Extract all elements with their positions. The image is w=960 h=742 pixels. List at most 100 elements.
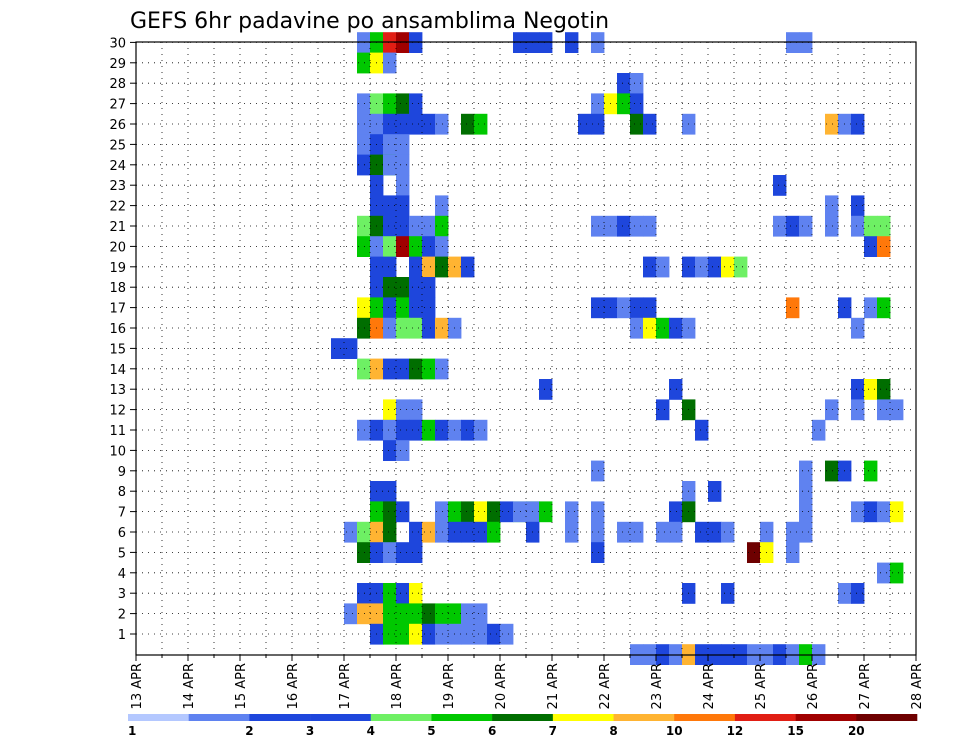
data-cell bbox=[877, 297, 891, 319]
data-cell bbox=[396, 93, 410, 115]
data-cell bbox=[357, 93, 371, 115]
data-cell bbox=[409, 215, 423, 237]
data-cell bbox=[799, 501, 813, 523]
data-cell bbox=[799, 460, 813, 482]
y-axis: 1234567891011121314151617181920212223242… bbox=[109, 36, 136, 643]
colorbar-swatch bbox=[552, 714, 614, 721]
data-cell bbox=[617, 215, 631, 237]
data-cell bbox=[396, 583, 410, 604]
data-cell bbox=[409, 603, 423, 625]
data-cell bbox=[578, 113, 592, 135]
data-cell bbox=[565, 521, 579, 543]
data-cell bbox=[383, 317, 397, 339]
colorbar-swatch bbox=[249, 714, 311, 721]
data-cell bbox=[383, 521, 397, 543]
data-cell bbox=[396, 603, 410, 625]
data-cell bbox=[422, 623, 436, 645]
y-tick-label: 17 bbox=[109, 302, 126, 317]
data-cell bbox=[656, 521, 670, 543]
data-cell bbox=[409, 542, 423, 563]
data-cell bbox=[851, 583, 865, 604]
data-cell bbox=[396, 297, 410, 319]
data-cell bbox=[825, 399, 839, 421]
colorbar-label: 2 bbox=[245, 724, 253, 738]
colorbar-label: 7 bbox=[549, 724, 557, 738]
data-cell bbox=[396, 154, 410, 176]
data-cell bbox=[409, 256, 423, 278]
data-cell bbox=[851, 317, 865, 339]
y-tick-label: 3 bbox=[118, 587, 126, 602]
data-cell bbox=[357, 583, 371, 604]
data-cell bbox=[851, 501, 865, 523]
data-cell bbox=[864, 215, 878, 237]
data-cell bbox=[383, 277, 397, 298]
data-cell bbox=[461, 521, 475, 543]
y-tick-label: 11 bbox=[109, 424, 126, 439]
data-cell bbox=[708, 521, 722, 543]
data-cell bbox=[409, 623, 423, 645]
data-cell bbox=[435, 195, 449, 217]
data-cell bbox=[708, 481, 722, 502]
data-cell bbox=[435, 215, 449, 237]
data-cell bbox=[877, 236, 891, 257]
data-cell bbox=[383, 419, 397, 441]
x-tick-label: 16 APR bbox=[286, 663, 301, 709]
data-cell bbox=[435, 113, 449, 135]
data-cell bbox=[630, 215, 644, 237]
data-cell bbox=[591, 460, 605, 482]
y-tick-label: 10 bbox=[109, 444, 126, 459]
data-cell bbox=[383, 358, 397, 380]
data-cell bbox=[825, 113, 839, 135]
colorbar-swatch bbox=[128, 714, 189, 721]
data-cell bbox=[357, 52, 371, 74]
colorbar-swatch bbox=[188, 714, 250, 721]
x-tick-label: 28 APR bbox=[910, 663, 925, 709]
data-cell bbox=[487, 521, 501, 543]
y-tick-label: 18 bbox=[109, 281, 126, 296]
data-cell bbox=[617, 297, 631, 319]
data-cell bbox=[656, 317, 670, 339]
data-cell bbox=[435, 521, 449, 543]
data-cell bbox=[396, 113, 410, 135]
y-tick-label: 4 bbox=[118, 567, 126, 582]
data-cell bbox=[409, 297, 423, 319]
data-cell bbox=[357, 521, 371, 543]
data-cell bbox=[565, 501, 579, 523]
x-tick-label: 25 APR bbox=[754, 663, 769, 709]
y-tick-label: 29 bbox=[109, 57, 126, 72]
data-cell bbox=[396, 542, 410, 563]
data-cell bbox=[643, 256, 657, 278]
colorbar-label: 20 bbox=[848, 724, 865, 738]
data-cell bbox=[383, 297, 397, 319]
data-cell bbox=[422, 297, 436, 319]
data-cell bbox=[877, 501, 891, 523]
data-cell bbox=[357, 358, 371, 380]
data-cell bbox=[851, 215, 865, 237]
data-cell bbox=[396, 399, 410, 421]
data-cell bbox=[474, 113, 488, 135]
data-cell bbox=[357, 317, 371, 339]
data-cell bbox=[422, 256, 436, 278]
data-cell bbox=[695, 419, 709, 441]
colorbar-swatch bbox=[613, 714, 675, 721]
y-tick-label: 9 bbox=[118, 465, 126, 480]
data-cell bbox=[669, 521, 683, 543]
x-tick-label: 27 APR bbox=[858, 663, 873, 709]
y-tick-label: 19 bbox=[109, 261, 126, 276]
data-cell bbox=[383, 52, 397, 74]
colorbar-label: 15 bbox=[787, 724, 804, 738]
data-cell bbox=[435, 358, 449, 380]
colorbar-swatch bbox=[310, 714, 372, 721]
data-cell bbox=[721, 583, 735, 604]
data-cell bbox=[630, 73, 644, 94]
x-tick-label: 22 APR bbox=[598, 663, 613, 709]
data-cell bbox=[747, 542, 761, 563]
chart-title: GEFS 6hr padavine po ansamblima Negotin bbox=[130, 9, 609, 34]
data-cell bbox=[435, 501, 449, 523]
x-tick-label: 19 APR bbox=[442, 663, 457, 709]
data-cell bbox=[617, 521, 631, 543]
colorbar-label: 10 bbox=[666, 724, 683, 738]
data-cell bbox=[877, 379, 891, 400]
data-cell bbox=[851, 195, 865, 217]
data-cell bbox=[383, 440, 397, 461]
